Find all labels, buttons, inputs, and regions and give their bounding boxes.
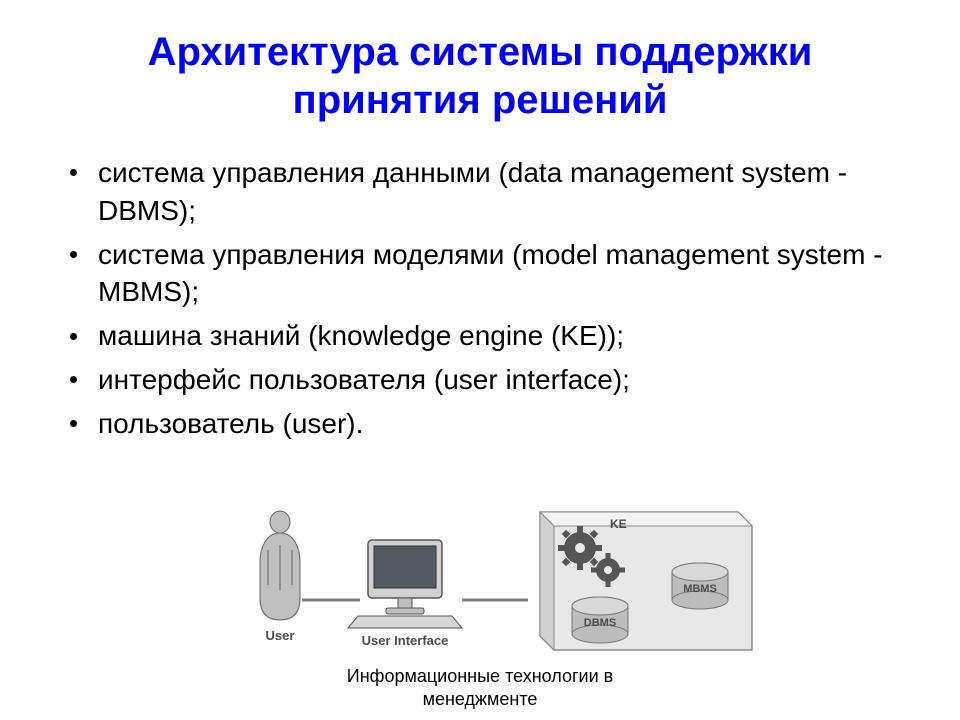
title-line-2: принятия решений <box>293 78 668 122</box>
footer-line-2: менеджменте <box>423 689 538 709</box>
bullet-item: машина знаний (knowledge engine (KE)); <box>70 317 910 355</box>
slide-footer: Информационные технологии в менеджменте <box>0 665 960 710</box>
bullet-text: машина знаний (knowledge engine (KE)); <box>98 320 624 351</box>
bullet-text: интерфейс пользователя (user interface); <box>98 364 630 395</box>
dbms-label: DBMS <box>584 617 616 629</box>
ui-label: User Interface <box>362 633 449 648</box>
mbms-label: MBMS <box>683 583 717 595</box>
bullet-text: пользователь (user). <box>98 408 363 439</box>
bullet-text: система управления моделями (model manag… <box>98 239 883 308</box>
user-label: User <box>266 628 295 643</box>
footer-line-1: Информационные технологии в <box>347 666 613 686</box>
bullet-list: система управления данными (data managem… <box>70 154 910 443</box>
bullet-item: система управления данными (data managem… <box>70 154 910 230</box>
bullet-text: система управления данными (data managem… <box>98 157 847 226</box>
bullet-item: пользователь (user). <box>70 405 910 443</box>
ke-label: KE <box>610 517 627 531</box>
slide-title: Архитектура системы поддержки принятия р… <box>0 0 960 124</box>
computer-icon <box>348 540 462 628</box>
system-box: KE DBMS MBMS <box>540 512 752 650</box>
bullet-item: система управления моделями (model manag… <box>70 236 910 312</box>
architecture-diagram: User User Interface <box>240 500 760 670</box>
bullet-item: интерфейс пользователя (user interface); <box>70 361 910 399</box>
title-line-1: Архитектура системы поддержки <box>148 30 813 74</box>
slide: Архитектура системы поддержки принятия р… <box>0 0 960 720</box>
user-icon <box>260 511 300 620</box>
